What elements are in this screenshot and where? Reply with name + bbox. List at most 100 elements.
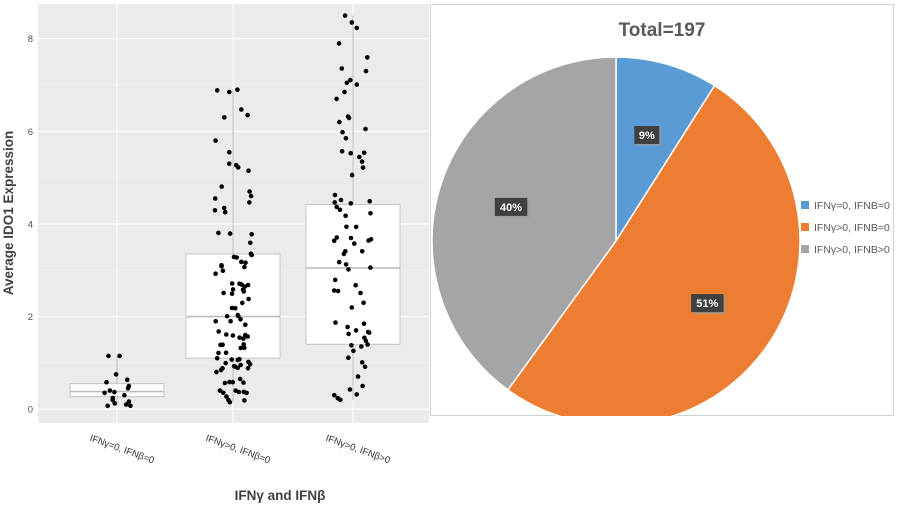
data-point (237, 376, 243, 382)
data-point (128, 403, 133, 409)
data-point (348, 235, 354, 241)
legend-swatch (801, 245, 809, 253)
data-point (331, 288, 337, 293)
data-point (228, 318, 233, 324)
data-point (224, 332, 229, 337)
data-point (217, 388, 223, 393)
slice-label: 40% (500, 202, 522, 214)
slice-label: 51% (696, 298, 718, 310)
data-point (224, 313, 230, 319)
data-point (240, 300, 245, 306)
data-point (227, 379, 232, 385)
data-point (124, 377, 130, 383)
data-point (113, 372, 119, 377)
data-point (335, 395, 341, 401)
data-point (123, 402, 129, 407)
data-point (238, 345, 243, 351)
data-point (365, 55, 370, 60)
data-point (249, 232, 254, 237)
data-point (244, 390, 249, 396)
data-point (359, 159, 365, 164)
data-point (343, 213, 348, 219)
data-point (242, 264, 247, 270)
data-point (241, 336, 246, 341)
data-point (227, 231, 233, 236)
data-point (246, 359, 251, 365)
data-point (106, 353, 111, 359)
y-tick-label: 0 (28, 405, 33, 416)
data-point (227, 149, 232, 155)
data-point (332, 200, 338, 205)
data-point (229, 305, 235, 311)
data-point (125, 386, 131, 391)
data-point (221, 205, 227, 211)
data-point (334, 235, 340, 240)
data-point (333, 320, 338, 325)
data-point (230, 379, 236, 385)
y-tick-label: 6 (28, 127, 33, 138)
data-point (368, 265, 373, 270)
data-point (216, 329, 221, 334)
data-point (349, 343, 354, 348)
data-point (236, 313, 241, 319)
slice-layer (431, 56, 801, 416)
legend-label: IFNγ>0, IFNB=0 (814, 222, 890, 234)
data-point (339, 66, 345, 71)
data-point (248, 193, 254, 199)
box-iqr (305, 203, 401, 345)
data-point (361, 300, 366, 306)
data-point (239, 259, 244, 265)
point-layer (102, 13, 374, 409)
data-point (235, 357, 241, 363)
data-point (337, 119, 342, 125)
data-point (216, 230, 221, 236)
data-point (366, 238, 371, 243)
legend-label: IFNγ>0, IFNB>0 (814, 244, 890, 256)
data-point (359, 344, 364, 349)
data-point (349, 20, 355, 25)
data-point (336, 259, 342, 265)
pie-title: Total=197 (619, 20, 706, 41)
data-point (246, 168, 251, 173)
data-point (212, 196, 218, 201)
pie-legend: IFNγ=0, IFNB=0 IFNγ>0, IFNB=0 IFNγ>0, IFNB… (801, 200, 890, 256)
boxplot-chart: 0 2 4 6 8 IFNγ=0, IFNβ=0 IFNγ>0, IFNβ=0 IFNγ>0… (1, 4, 429, 503)
data-point (229, 357, 234, 362)
data-point (219, 263, 224, 268)
legend-label: IFNγ=0, IFNB=0 (814, 200, 890, 212)
data-point (342, 89, 347, 95)
data-point (218, 367, 224, 373)
data-point (335, 288, 341, 294)
y-tick-label: 4 (28, 219, 33, 230)
data-point (248, 240, 253, 246)
data-point (231, 363, 237, 369)
data-point (361, 321, 367, 327)
data-point (231, 254, 237, 260)
data-point (349, 305, 355, 310)
data-point (226, 161, 232, 166)
data-point (224, 394, 229, 399)
box-iqr (69, 383, 165, 398)
data-point (354, 25, 360, 31)
data-point (365, 342, 370, 347)
data-point (331, 238, 337, 244)
data-point (352, 241, 357, 246)
data-point (367, 198, 373, 204)
x-tick-label: IFNγ=0, IFNβ=0 (88, 433, 155, 467)
data-point (354, 392, 360, 397)
data-point (359, 249, 365, 254)
data-point (337, 207, 343, 213)
data-point (334, 96, 339, 102)
slice-label-box (634, 126, 660, 144)
data-point (220, 268, 226, 274)
data-point (346, 355, 351, 361)
data-point (349, 172, 355, 178)
data-point (238, 362, 243, 368)
data-point (237, 281, 242, 287)
data-point (223, 350, 229, 356)
data-point (247, 189, 252, 194)
y-tick-label: 8 (28, 34, 33, 45)
data-point (234, 162, 239, 168)
legend-swatch (801, 223, 809, 231)
data-point (357, 154, 362, 160)
